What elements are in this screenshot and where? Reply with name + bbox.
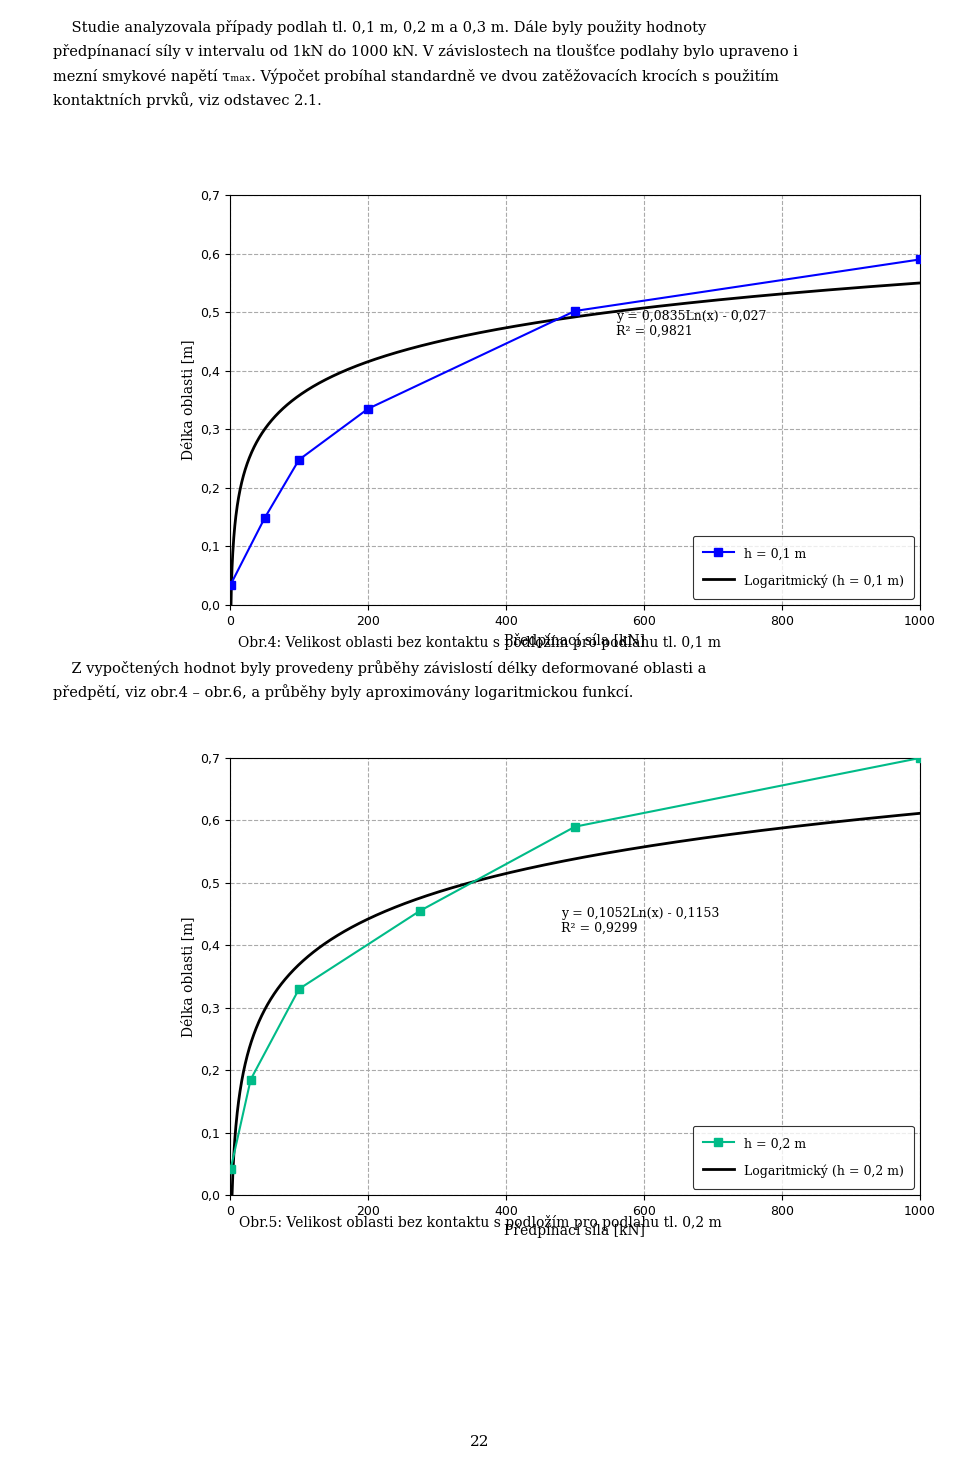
X-axis label: Předpínací síla [kN]: Předpínací síla [kN] (505, 633, 645, 649)
Text: Obr.5: Velikost oblasti bez kontaktu s podložím pro podlahu tl. 0,2 m: Obr.5: Velikost oblasti bez kontaktu s p… (239, 1215, 721, 1231)
Text: kontaktních prvků, viz odstavec 2.1.: kontaktních prvků, viz odstavec 2.1. (53, 92, 322, 108)
Text: Studie analyzovala případy podlah tl. 0,1 m, 0,2 m a 0,3 m. Dále byly použity ho: Studie analyzovala případy podlah tl. 0,… (53, 20, 706, 35)
Legend: h = 0,1 m, Logaritmický (h = 0,1 m): h = 0,1 m, Logaritmický (h = 0,1 m) (692, 535, 914, 599)
Text: mezní smykové napětí τₘₐₓ. Výpočet probíhal standardně ve dvou zatěžovacích kroc: mezní smykové napětí τₘₐₓ. Výpočet probí… (53, 69, 779, 83)
Text: y = 0,1052Ln(x) - 0,1153
R² = 0,9299: y = 0,1052Ln(x) - 0,1153 R² = 0,9299 (562, 907, 720, 935)
Text: předpětí, viz obr.4 – obr.6, a průběhy byly aproximovány logaritmickou funkcí.: předpětí, viz obr.4 – obr.6, a průběhy b… (53, 684, 634, 700)
X-axis label: Předpínací síla [kN]: Předpínací síla [kN] (505, 1223, 645, 1238)
Text: 22: 22 (470, 1435, 490, 1449)
Text: Obr.4: Velikost oblasti bez kontaktu s podložím pro podlahu tl. 0,1 m: Obr.4: Velikost oblasti bez kontaktu s p… (238, 636, 722, 650)
Text: předpínanací síly v intervalu od 1kN do 1000 kN. V závislostech na tloušťce podl: předpínanací síly v intervalu od 1kN do … (53, 44, 798, 58)
Text: Z vypočtených hodnot byly provedeny průběhy závislostí délky deformované oblasti: Z vypočtených hodnot byly provedeny průb… (53, 660, 707, 677)
Y-axis label: Délka oblasti [m]: Délka oblasti [m] (180, 916, 195, 1037)
Text: y = 0,0835Ln(x) - 0,027
R² = 0,9821: y = 0,0835Ln(x) - 0,027 R² = 0,9821 (616, 309, 767, 338)
Y-axis label: Délka oblasti [m]: Délka oblasti [m] (180, 340, 195, 461)
Legend: h = 0,2 m, Logaritmický (h = 0,2 m): h = 0,2 m, Logaritmický (h = 0,2 m) (692, 1126, 914, 1188)
